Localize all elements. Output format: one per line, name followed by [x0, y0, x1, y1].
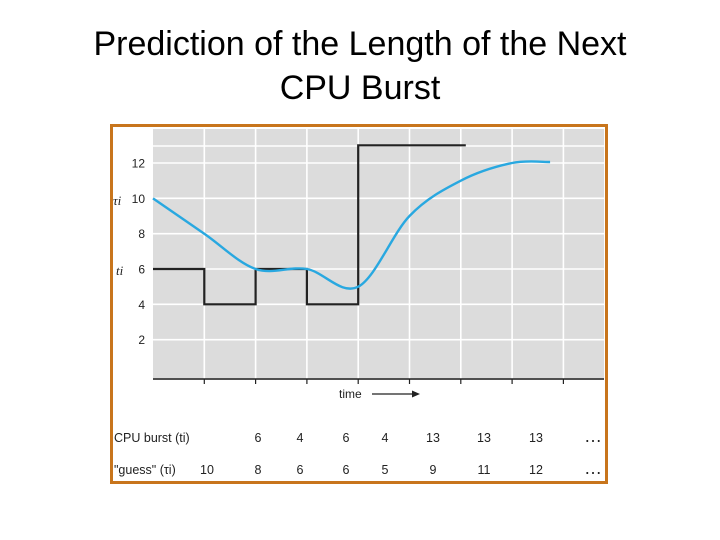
- y-tick-label: 10: [132, 192, 146, 206]
- table-cell: 9: [430, 463, 437, 477]
- table-cell: 11: [478, 463, 491, 477]
- plot-area: [153, 129, 604, 380]
- slide-title-line-1: Prediction of the Length of the Next: [93, 25, 627, 63]
- table-row-label: CPU burst (ti): [114, 431, 190, 445]
- table-cell: 8: [255, 463, 262, 477]
- guess-curve: [152, 160, 551, 290]
- table-ellipsis: …: [584, 426, 602, 446]
- table-cell: 13: [426, 431, 440, 445]
- table-cell: 13: [529, 431, 543, 445]
- y-tick-label: 6: [138, 263, 145, 277]
- y-tick-label: 8: [138, 227, 145, 241]
- table-cell: 6: [343, 463, 350, 477]
- cpu-burst-prediction-chart: 2 4 6 8 10 12 τi ti time CPU burst (ti) 6 4 6 4 13…: [110, 124, 608, 484]
- table-cell: 6: [343, 431, 350, 445]
- y-tick-label: 12: [132, 157, 146, 171]
- table-cell: 6: [297, 463, 304, 477]
- table-cell: 13: [477, 431, 491, 445]
- y-axis-label-guess: τi: [113, 193, 122, 208]
- table-cell: 4: [297, 431, 304, 445]
- table-cell: 12: [529, 463, 543, 477]
- y-axis-tick-labels: 2 4 6 8 10 12: [132, 157, 146, 348]
- slide-title: Prediction of the Length of the Next CPU…: [0, 22, 720, 110]
- x-axis-label: time: [339, 387, 362, 401]
- burst-table: CPU burst (ti) 6 4 6 4 13 13 13 … "guess" (τi) 10 8…: [114, 426, 602, 478]
- table-cell: 10: [200, 463, 214, 477]
- table-row-label: "guess" (τi): [114, 463, 176, 477]
- table-cell: 5: [382, 463, 389, 477]
- table-cell: 4: [382, 431, 389, 445]
- x-axis-ticks: [203, 379, 564, 384]
- time-arrow-head: [412, 390, 420, 398]
- y-axis-label-burst: ti: [116, 263, 124, 278]
- cpu-burst-step-line: [153, 144, 466, 306]
- y-tick-label: 2: [138, 333, 145, 347]
- y-tick-label: 4: [138, 298, 145, 312]
- table-cell: 6: [255, 431, 262, 445]
- slide-title-line-2: CPU Burst: [279, 69, 441, 107]
- table-ellipsis: …: [584, 458, 602, 478]
